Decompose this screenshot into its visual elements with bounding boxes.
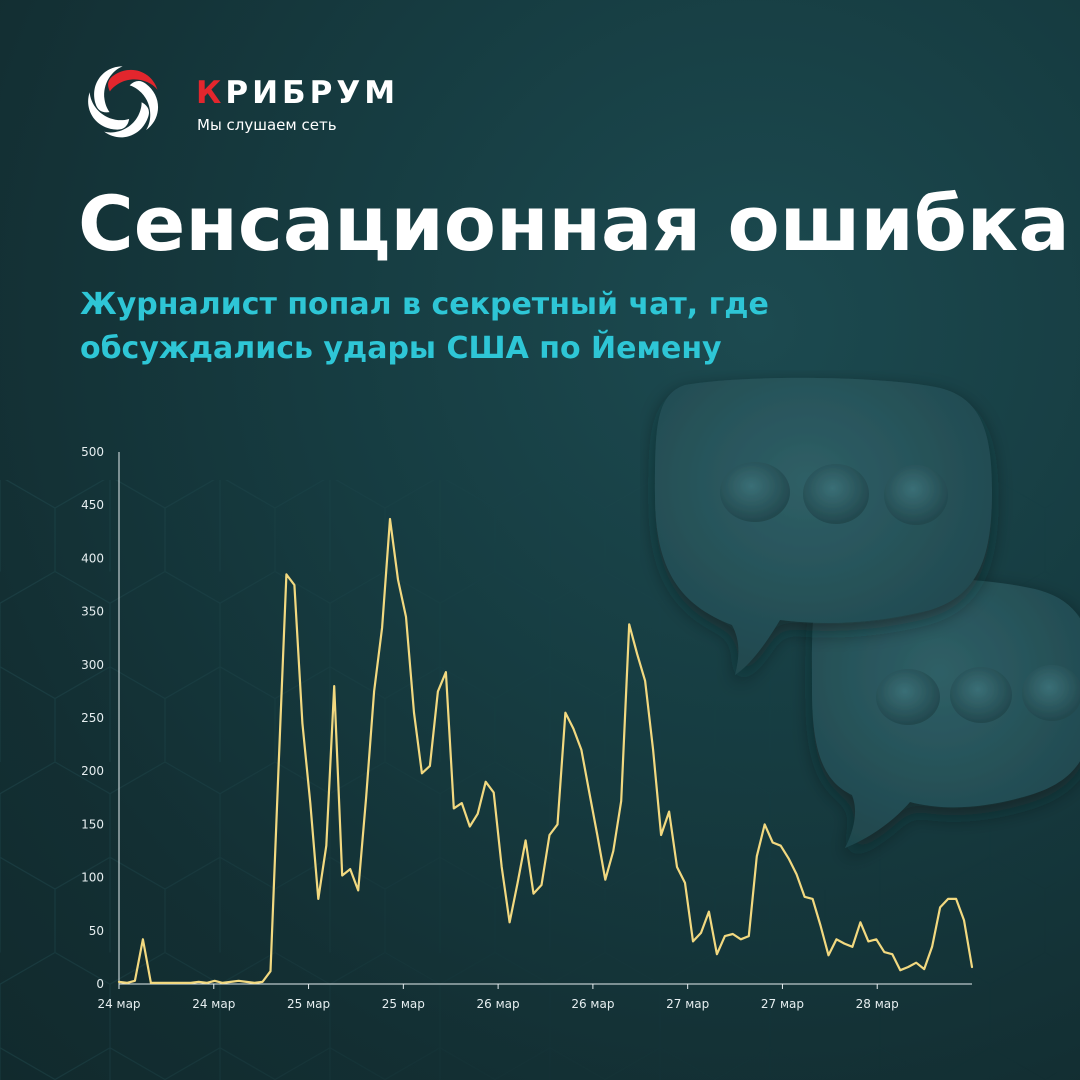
y-tick-label: 50	[89, 924, 104, 938]
x-tick-label: 24 мар	[97, 997, 140, 1011]
x-tick-label: 28 мар	[856, 997, 899, 1011]
page-subtitle: Журналист попал в секретный чат, где обс…	[80, 287, 769, 366]
y-tick-label: 500	[81, 445, 104, 459]
brand-name-first-letter: К	[196, 75, 226, 111]
y-tick-label: 150	[81, 817, 104, 831]
chat-bubble-front	[655, 377, 992, 675]
y-tick-label: 350	[81, 605, 104, 619]
x-tick-label: 26 мар	[571, 997, 614, 1011]
x-tick-label: 25 мар	[287, 997, 330, 1011]
brand-name: КРИБРУМ	[196, 78, 399, 109]
series-line	[117, 517, 974, 985]
y-tick-label: 200	[81, 764, 104, 778]
y-tick-label: 0	[96, 977, 104, 991]
y-tick-label: 450	[81, 498, 104, 512]
chat-bubble-icon	[655, 377, 1080, 848]
y-tick-label: 100	[81, 871, 104, 885]
brand-name-rest: РИБРУМ	[225, 75, 400, 111]
page-title: Сенсационная ошибка	[78, 179, 1070, 268]
y-tick-label: 300	[81, 658, 104, 672]
krybrum-logo-icon	[80, 60, 165, 146]
brand-tagline: Мы слушаем сеть	[197, 116, 337, 134]
x-tick-label: 27 мар	[761, 997, 804, 1011]
line-chart: 0 50 100 150 200 250 300 350 400 450 500 24 мар 24 м…	[81, 445, 974, 1011]
x-tick-label: 26 мар	[477, 997, 520, 1011]
chat-bubble-back	[811, 577, 1080, 848]
y-tick-label: 250	[81, 711, 104, 725]
y-tick-label: 400	[81, 551, 104, 565]
x-tick-label: 27 мар	[666, 997, 709, 1011]
x-tick-label: 25 мар	[382, 997, 425, 1011]
x-tick-label: 24 мар	[192, 997, 235, 1011]
